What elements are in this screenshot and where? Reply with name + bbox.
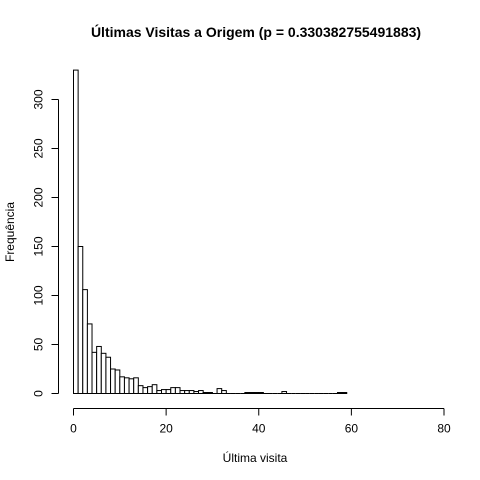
histogram-bar	[105, 356, 112, 394]
histogram-bar	[82, 289, 88, 394]
histogram-bar	[221, 390, 227, 394]
histogram-bar	[156, 390, 162, 394]
histogram-bar	[114, 369, 121, 395]
histogram-bar	[119, 376, 125, 394]
y-axis-label: Frequência	[3, 202, 17, 262]
histogram-bar	[96, 345, 102, 394]
y-tick-label: 0	[32, 390, 46, 397]
histogram-bar	[170, 387, 176, 394]
histogram-bar	[123, 377, 130, 395]
histogram-bar	[193, 391, 200, 395]
histogram-bar	[248, 392, 255, 394]
chart-title: Últimas Visitas a Origem (p = 0.33038275…	[91, 23, 421, 40]
histogram-bar	[336, 392, 343, 394]
histogram-bar	[281, 391, 288, 395]
x-axis-label: Última visita	[223, 450, 288, 465]
x-tick-label: 80	[437, 422, 451, 436]
histogram-bar	[184, 390, 190, 394]
histogram-bar	[147, 386, 153, 395]
histogram-bar	[91, 351, 98, 394]
y-tick-label: 250	[32, 138, 46, 158]
histogram-bar	[216, 388, 223, 395]
histogram-bar	[253, 392, 260, 394]
histogram-bar	[100, 352, 107, 395]
histogram-bar	[137, 385, 144, 395]
histogram-bar	[244, 392, 250, 394]
histogram-bar	[73, 69, 79, 394]
y-tick-label: 150	[32, 236, 46, 256]
histogram-bar	[77, 246, 84, 394]
x-tick-label: 0	[70, 422, 77, 436]
histogram-bar	[133, 377, 139, 395]
histogram-bar	[128, 378, 135, 394]
histogram-bar	[110, 368, 116, 394]
histogram-bar	[207, 392, 213, 394]
y-tick-label: 50	[32, 338, 46, 352]
histogram-bar	[151, 384, 158, 394]
histogram-bar	[179, 390, 186, 394]
histogram-bar	[165, 389, 172, 394]
y-axis: 0 50 100 150 200 250 300	[32, 89, 59, 397]
histogram-bar	[86, 323, 93, 395]
x-tick-label: 40	[252, 422, 266, 436]
x-axis: 0 20 40 60 80	[70, 408, 451, 436]
histogram-bar	[160, 389, 167, 394]
x-tick-label: 20	[159, 422, 173, 436]
histogram-bar	[188, 390, 195, 394]
bars-group	[73, 69, 348, 395]
histogram-bar	[198, 390, 204, 394]
y-tick-label: 200	[32, 187, 46, 207]
histogram-bar	[202, 392, 209, 394]
histogram-bar	[341, 392, 348, 394]
histogram-bar	[142, 387, 149, 394]
histogram-bar	[258, 392, 264, 394]
x-tick-label: 60	[345, 422, 359, 436]
y-tick-label: 100	[32, 285, 46, 305]
histogram-bar	[174, 387, 181, 394]
y-tick-label: 300	[32, 89, 46, 109]
